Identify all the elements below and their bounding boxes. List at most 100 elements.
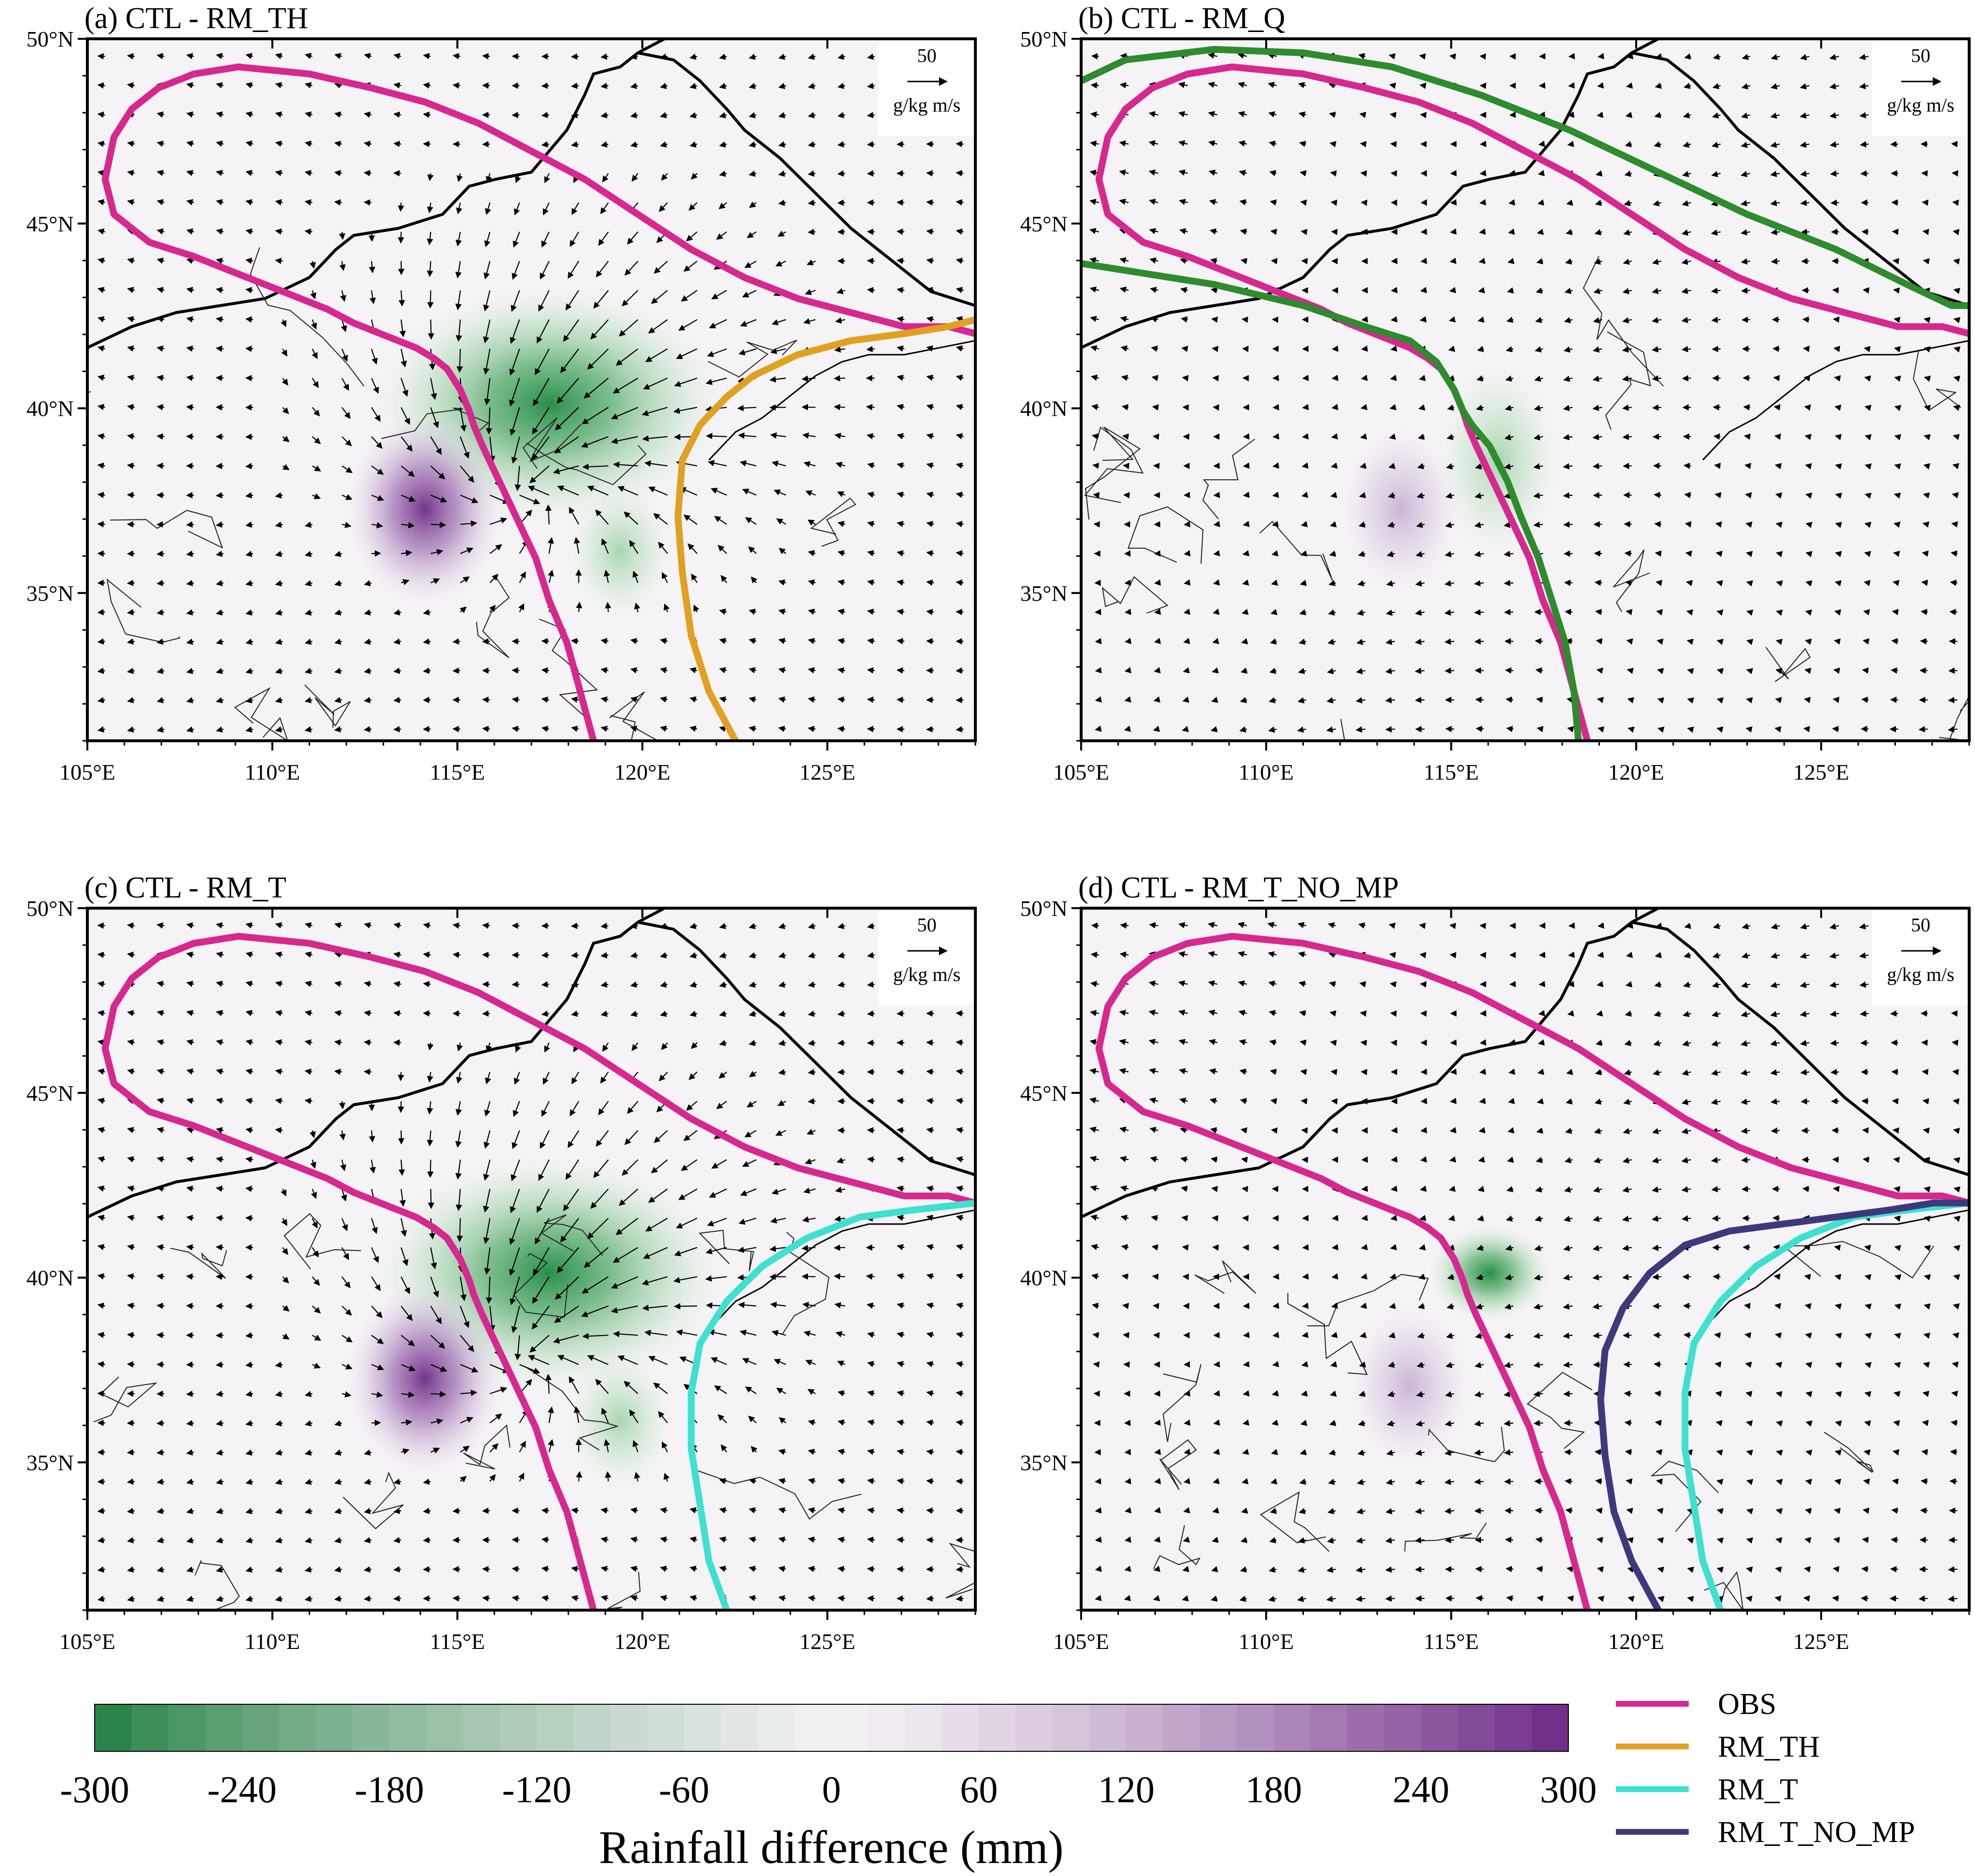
wind-arrow: [427, 202, 433, 213]
wind-arrow: [1775, 668, 1782, 674]
wind-arrow: [460, 547, 474, 555]
wind-arrow: [304, 53, 313, 59]
wind-arrow: [1776, 609, 1783, 616]
wind-arrow: [1715, 1420, 1723, 1427]
wind-arrow: [718, 202, 727, 210]
wind-arrow: [430, 436, 442, 455]
wind-arrow: [215, 1332, 224, 1339]
wind-arrow: [1774, 433, 1781, 440]
wind-arrow: [719, 170, 727, 177]
wind-arrow: [511, 436, 520, 464]
colorbar-bin: [757, 1704, 795, 1751]
wind-arrow: [1563, 1361, 1573, 1368]
panel-title: (d) CTL - RM_T_NO_MP: [1078, 871, 1399, 904]
colorbar-bin: [426, 1704, 463, 1751]
wind-arrow: [486, 173, 492, 183]
wind-arrow: [955, 404, 964, 410]
wind-arrow: [598, 231, 609, 246]
wind-arrow: [955, 287, 964, 294]
legend-label-obs: OBS: [1718, 1688, 1777, 1721]
wind-arrow: [581, 436, 609, 448]
wind-arrow: [393, 53, 401, 60]
wind-arrow: [1182, 375, 1189, 382]
wind-arrow: [1805, 551, 1813, 557]
wind-arrow: [605, 602, 611, 612]
wind-arrow: [1894, 405, 1902, 411]
wind-arrow: [127, 287, 135, 294]
wind-arrow: [557, 377, 579, 404]
wind-arrow: [1830, 1069, 1839, 1076]
wind-arrow: [807, 1098, 816, 1105]
wind-arrow: [593, 290, 609, 309]
wind-arrow: [1654, 1390, 1662, 1397]
lon-tick-label: 110°E: [245, 760, 300, 784]
wind-arrow: [867, 462, 875, 469]
wind-arrow: [363, 726, 372, 733]
wind-arrow: [1712, 1273, 1721, 1280]
wind-arrow: [581, 407, 609, 424]
wind-arrow: [1835, 522, 1842, 528]
wind-arrow: [186, 258, 194, 264]
wind-arrow: [186, 316, 194, 323]
wind-arrow: [509, 378, 520, 407]
reference-vector-value: 50: [1911, 914, 1930, 936]
wind-arrow: [1892, 228, 1899, 235]
wind-arrow: [371, 522, 383, 529]
wind-arrow: [706, 377, 727, 385]
wind-arrow: [304, 228, 313, 235]
colorbar-bin: [574, 1704, 611, 1751]
wind-arrow: [1301, 1332, 1309, 1338]
wind-arrow: [369, 290, 376, 305]
wind-arrow: [629, 540, 639, 554]
reference-vector-box: 50 g/kg m/s: [878, 908, 975, 1005]
wind-arrow: [777, 230, 787, 237]
lon-tick-label: 110°E: [1238, 1629, 1294, 1654]
wind-arrow: [955, 258, 964, 264]
wind-arrow: [837, 491, 846, 497]
wind-arrow: [97, 287, 105, 294]
wind-arrow: [582, 463, 609, 470]
wind-arrow: [281, 377, 288, 386]
colorbar-ticks: -300 -240 -180 -120 -60 0 60 120 180 240 300: [60, 1768, 1597, 1811]
province-border: [810, 497, 856, 547]
wind-arrow: [867, 1010, 875, 1017]
wind-arrow: [748, 112, 757, 118]
wind-arrow: [707, 348, 727, 357]
colorbar-tick-label: -180: [355, 1768, 424, 1811]
wind-arrow: [807, 520, 816, 526]
wind-arrow: [1776, 1479, 1783, 1485]
wind-arrow: [401, 494, 416, 502]
wind-arrow: [955, 316, 964, 323]
colorbar-bin: [831, 1704, 869, 1751]
wind-arrow: [1361, 1214, 1368, 1222]
wind-arrow: [1154, 637, 1161, 644]
reference-vector-value: 50: [1911, 45, 1930, 66]
wind-arrow: [867, 112, 875, 118]
wind-arrow: [1449, 1156, 1456, 1163]
wind-arrow: [1834, 580, 1842, 587]
wind-arrow: [622, 290, 639, 307]
wind-arrow: [156, 316, 165, 323]
wind-arrow: [127, 433, 135, 440]
wind-arrow: [1864, 1333, 1872, 1339]
wind-arrow: [275, 170, 283, 177]
colorbar-bin: [905, 1704, 942, 1751]
wind-arrow: [340, 290, 346, 302]
wind-arrow: [401, 522, 415, 529]
legend: OBS RM_TH RM_T RM_T_NO_MP: [1616, 1688, 1915, 1849]
lon-tick-label: 115°E: [1424, 760, 1479, 784]
wind-arrow: [1745, 1566, 1753, 1573]
wind-arrow: [127, 258, 135, 264]
lon-tick-label: 105°E: [1053, 1629, 1109, 1654]
wind-arrow: [342, 494, 353, 500]
wind-arrow: [1775, 1537, 1782, 1544]
wind-arrow: [778, 53, 786, 60]
wind-arrow: [536, 319, 550, 344]
colorbar-tick-label: 300: [1540, 1768, 1597, 1811]
wind-arrow: [1122, 433, 1129, 440]
wind-arrow: [1419, 952, 1427, 959]
wind-arrow: [896, 199, 905, 206]
wind-arrow: [583, 377, 609, 399]
wind-arrow: [371, 494, 384, 501]
wind-arrow: [867, 550, 875, 556]
